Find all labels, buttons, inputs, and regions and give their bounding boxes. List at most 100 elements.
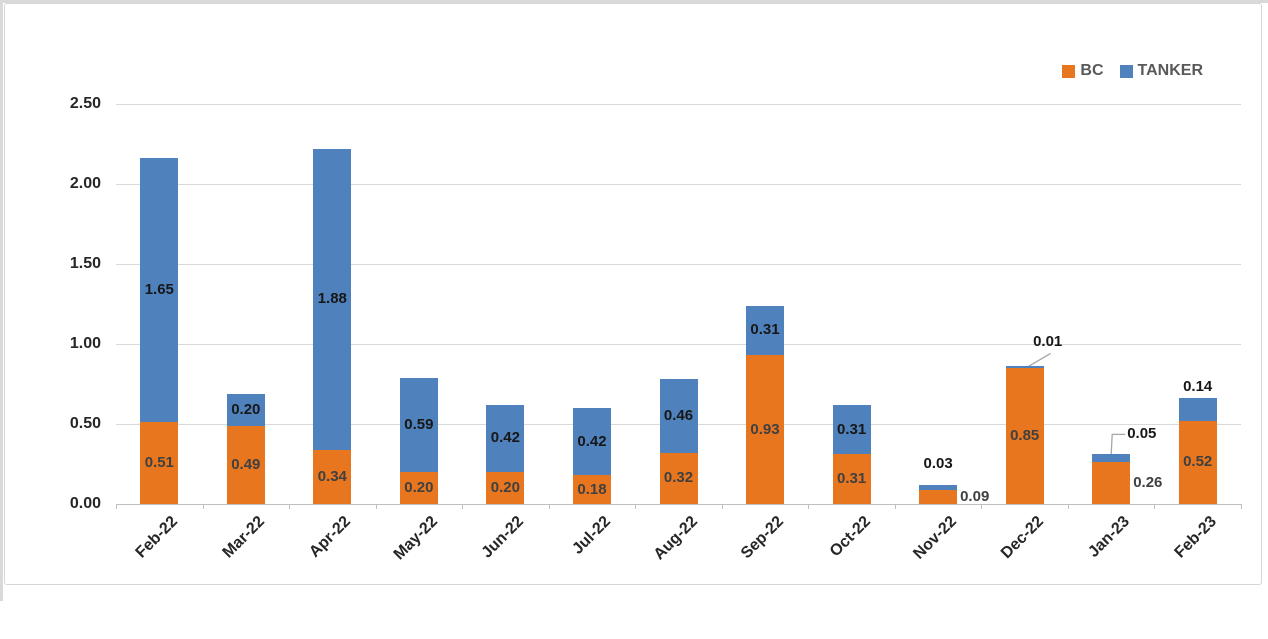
tanker-segment[interactable] [659,379,698,453]
bc-data-label: 0.93 [750,420,780,438]
tanker-segment[interactable] [140,158,179,423]
legend-marker-icon [1062,64,1076,78]
tanker-segment[interactable] [486,404,525,472]
stacked-bar-Sep-22[interactable]: 0.93 0.31 [746,305,784,504]
gridline [116,264,1241,265]
tanker-data-label: 0.05 [1127,425,1157,443]
x-axis-tick [1241,504,1242,509]
bc-data-label: 0.20 [404,478,434,496]
bc-segment[interactable] [919,489,958,504]
tanker-segment[interactable] [1178,398,1217,421]
x-axis-tick [894,504,896,509]
x-axis-tick [289,504,291,509]
bc-data-label: 0.26 [1133,474,1163,492]
x-axis-tick [375,504,377,509]
chart-area[interactable]: BC TANKER 0.51 1.65 Feb-22 0.49 0.20 Mar-22 0.3… [4,3,1262,585]
tanker-data-label: 0.46 [663,406,694,424]
tanker-data-label: 0.20 [231,400,261,418]
y-axis-tick-label: 2.00 [69,175,101,192]
legend-label: TANKER [1137,62,1203,79]
tanker-segment[interactable] [832,404,871,455]
x-axis-tick [1154,504,1156,509]
bc-segment[interactable] [313,449,352,504]
tanker-data-label: 0.14 [1183,378,1213,396]
bc-segment[interactable] [1092,462,1131,504]
x-axis-tick [548,504,550,509]
stacked-bar-Jul-22[interactable]: 0.18 0.42 [573,408,611,504]
x-axis-tick [808,504,810,509]
bc-data-label: 0.32 [663,469,694,487]
bc-data-label: 0.51 [144,454,174,472]
legend: BC TANKER [1062,62,1203,80]
bc-segment[interactable] [399,471,438,504]
y-axis-tick-label: 1.00 [69,335,101,352]
legend-item-tanker[interactable]: TANKER [1119,62,1203,80]
bc-data-label: 0.34 [317,467,347,485]
tanker-segment[interactable] [1005,366,1044,368]
gridline [116,184,1241,185]
plot-area: 0.51 1.65 Feb-22 0.49 0.20 Mar-22 0.34 1.88 Apr-… [116,104,1242,563]
stacked-bar-Apr-22[interactable]: 0.34 1.88 [313,148,352,504]
legend-label: BC [1080,62,1104,79]
tanker-segment[interactable] [226,393,265,426]
bc-segment[interactable] [746,355,784,504]
gridline [116,344,1241,345]
stacked-bar-Aug-22[interactable]: 0.32 0.46 [659,379,698,504]
legend-marker-icon [1119,64,1133,78]
worksheet-edge-top [0,0,1268,3]
tanker-segment[interactable] [399,377,438,472]
bc-segment[interactable] [226,425,265,504]
stacked-bar-Feb-22[interactable]: 0.51 1.65 [140,158,179,504]
tanker-data-label: 0.42 [490,429,520,447]
bc-data-label: 0.49 [231,455,261,473]
bc-segment[interactable] [1178,420,1217,504]
tanker-data-label: 0.59 [404,415,434,433]
tanker-data-label: 0.01 [1033,333,1063,351]
stacked-bar-Dec-22[interactable]: 0.85 0.01 [1005,333,1062,504]
y-axis-tick-label: 0.00 [69,495,101,512]
bc-segment[interactable] [140,422,179,504]
bc-segment[interactable] [486,471,525,504]
bc-segment[interactable] [1005,367,1044,504]
x-axis-tick [981,504,983,509]
tanker-data-label: 0.03 [923,454,953,472]
tanker-data-label: 0.42 [577,432,607,450]
stacked-bar-Mar-22[interactable]: 0.49 0.20 [226,393,265,504]
tanker-segment[interactable] [1092,454,1131,463]
bc-segment[interactable] [659,452,698,504]
x-axis-tick [1067,504,1069,509]
tanker-segment[interactable] [746,305,784,356]
bc-data-label: 0.85 [1010,426,1040,444]
bc-data-label: 0.20 [490,478,520,496]
stacked-bar-Feb-23[interactable]: 0.52 0.14 [1178,378,1217,504]
tanker-data-label: 1.88 [317,290,347,308]
tanker-segment[interactable] [313,148,352,450]
gridline [116,104,1241,105]
x-axis-tick [462,504,464,509]
stacked-bar-Oct-22[interactable]: 0.31 0.31 [832,404,871,504]
worksheet-edge-left [0,0,3,601]
tanker-data-label: 0.31 [750,321,780,339]
stacked-bar-May-22[interactable]: 0.20 0.59 [399,377,438,504]
bc-segment[interactable] [573,475,611,504]
y-axis-tick-label: 2.50 [69,95,101,112]
bc-data-label: 0.18 [577,480,607,498]
x-axis-line [116,504,1241,505]
tanker-segment[interactable] [919,484,958,490]
stacked-bar-Jun-22[interactable]: 0.20 0.42 [486,404,525,504]
y-axis-tick-label: 1.50 [69,255,101,272]
bc-segment[interactable] [832,454,871,504]
x-axis-tick [202,504,204,509]
tanker-segment[interactable] [573,408,611,476]
y-axis-tick-label: 0.50 [69,415,101,432]
legend-item-bc[interactable]: BC [1062,62,1104,80]
bc-data-label: 0.31 [836,470,867,488]
x-axis-tick [635,504,637,509]
tanker-data-label: 0.31 [836,420,867,438]
x-axis-tick [116,504,117,509]
bc-data-label: 0.52 [1183,453,1213,471]
x-axis-tick [721,504,723,509]
stacked-bar-Jan-23[interactable]: 0.26 0.05 [1092,425,1162,504]
stacked-bar-Nov-22[interactable]: 0.09 0.03 [919,455,989,505]
tanker-data-label: 1.65 [144,281,174,299]
